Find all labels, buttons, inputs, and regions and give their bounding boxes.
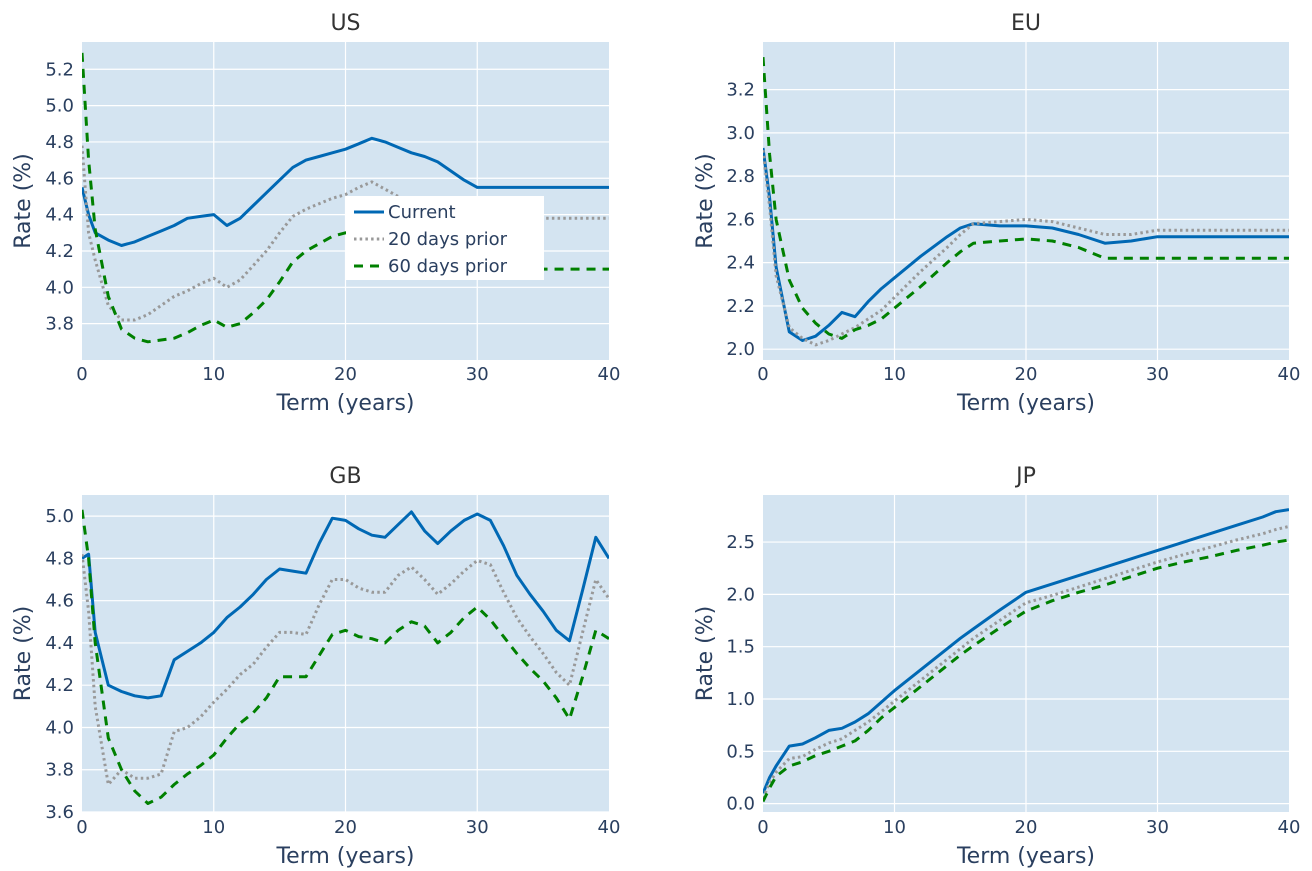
x-axis-label: Term (years) (956, 391, 1095, 416)
y-tick-label: 2.6 (726, 209, 755, 230)
series-line-20-days-prior (82, 554, 609, 786)
chart-panel-us: 0 10 20 30 40 3.8 4.0 4.2 4.4 4.6 4.8 5.0 5.2 US Term … (11, 11, 620, 416)
x-tick-label: 20 (1015, 817, 1038, 838)
y-tick-label: 2.0 (726, 339, 755, 360)
series-line-20-days-prior (763, 524, 1289, 799)
series-group (82, 52, 609, 344)
series-line-current (82, 136, 609, 247)
x-tick-label: 0 (757, 817, 768, 838)
legend-label-current: Current (388, 202, 456, 223)
legend-label-60-days-prior: 60 days prior (388, 256, 508, 277)
y-tick-label: 5.0 (45, 506, 74, 527)
x-tick-label: 30 (1146, 364, 1169, 385)
chart-panel-jp: 0 10 20 30 40 0.0 0.5 1.0 1.5 2.0 2.5 JP Term (years… (693, 464, 1300, 869)
series-line-60-days-prior (82, 52, 609, 344)
chart-panel-gb: 0 10 20 30 40 3.6 3.8 4.0 4.2 4.4 4.6 4.8 5.0 GB Term … (11, 464, 620, 869)
chart-title: EU (1011, 11, 1041, 36)
y-tick-label: 2.2 (726, 296, 755, 317)
x-tick-label: 0 (757, 364, 768, 385)
y-tick-label: 4.6 (45, 168, 74, 189)
y-tick-label: 5.0 (45, 96, 74, 117)
series-line-60-days-prior (763, 56, 1289, 340)
x-tick-label: 20 (334, 817, 357, 838)
x-axis-label: Term (years) (275, 844, 414, 869)
legend-label-20-days-prior: 20 days prior (388, 229, 508, 250)
x-tick-label: 10 (883, 364, 906, 385)
x-tick-label: 10 (202, 364, 225, 385)
x-tick-label: 0 (76, 364, 87, 385)
x-axis-label: Term (years) (275, 391, 414, 416)
y-tick-label: 2.4 (726, 253, 755, 274)
y-tick-label: 3.6 (45, 802, 74, 823)
series-line-current (82, 510, 609, 700)
y-tick-label: 4.2 (45, 675, 74, 696)
series-line-20-days-prior (82, 145, 609, 322)
x-tick-label: 40 (1278, 817, 1301, 838)
y-tick-label: 5.2 (45, 59, 74, 80)
x-tick-label: 20 (334, 364, 357, 385)
x-tick-label: 10 (883, 817, 906, 838)
series-line-current (763, 147, 1289, 342)
series-group (82, 509, 609, 805)
chart-title: JP (1014, 464, 1036, 489)
y-axis-label: Rate (%) (693, 606, 718, 702)
y-tick-label: 3.2 (726, 80, 755, 101)
series-group (763, 56, 1289, 347)
y-tick-label: 4.0 (45, 717, 74, 738)
x-tick-label: 0 (76, 817, 87, 838)
y-tick-label: 4.4 (45, 633, 74, 654)
y-tick-label: 3.8 (45, 760, 74, 781)
x-tick-label: 30 (466, 817, 489, 838)
series-line-current (763, 508, 1289, 794)
y-tick-label: 3.8 (45, 314, 74, 335)
y-axis-label: Rate (%) (11, 153, 36, 249)
x-tick-label: 40 (598, 817, 621, 838)
y-tick-label: 2.5 (726, 532, 755, 553)
x-tick-label: 40 (1278, 364, 1301, 385)
x-tick-label: 30 (1146, 817, 1169, 838)
series-line-60-days-prior (763, 538, 1289, 803)
y-tick-label: 4.8 (45, 132, 74, 153)
chart-panel-eu: 0 10 20 30 40 2.0 2.2 2.4 2.6 2.8 3.0 3.2 EU Term (ye… (693, 11, 1300, 416)
y-tick-label: 4.0 (45, 277, 74, 298)
y-tick-label: 0.0 (726, 794, 755, 815)
chart-title: GB (329, 464, 361, 489)
x-tick-label: 30 (466, 364, 489, 385)
legend: Current 20 days prior 60 days prior (346, 196, 544, 280)
y-axis-label: Rate (%) (11, 606, 36, 702)
y-tick-label: 4.6 (45, 591, 74, 612)
x-axis-label: Term (years) (956, 844, 1095, 869)
y-tick-label: 4.2 (45, 241, 74, 262)
y-tick-label: 2.8 (726, 166, 755, 187)
y-tick-label: 3.0 (726, 123, 755, 144)
y-axis-label: Rate (%) (693, 153, 718, 249)
y-tick-label: 1.5 (726, 637, 755, 658)
x-tick-label: 20 (1015, 364, 1038, 385)
y-tick-label: 2.0 (726, 584, 755, 605)
y-tick-label: 4.4 (45, 205, 74, 226)
y-tick-label: 0.5 (726, 741, 755, 762)
x-tick-label: 10 (202, 817, 225, 838)
chart-title: US (330, 11, 360, 36)
y-tick-label: 1.0 (726, 689, 755, 710)
y-tick-label: 4.8 (45, 548, 74, 569)
x-tick-label: 40 (598, 364, 621, 385)
series-group (763, 508, 1289, 803)
